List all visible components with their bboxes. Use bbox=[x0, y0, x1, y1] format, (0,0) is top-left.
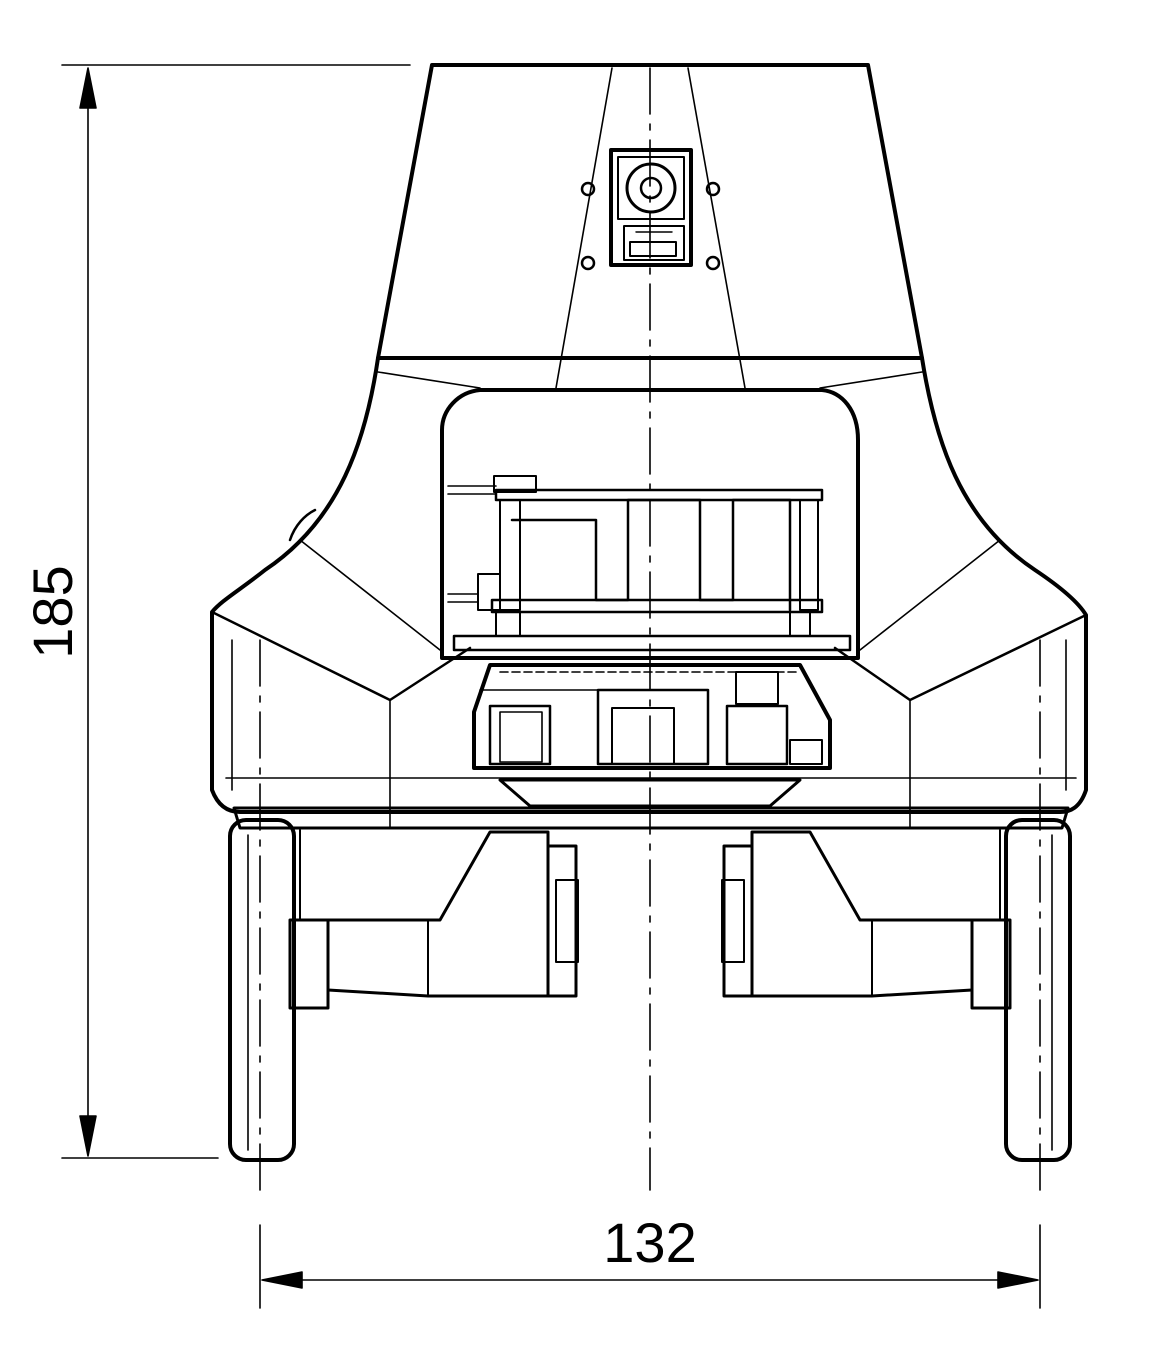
arrowhead-right bbox=[997, 1271, 1039, 1289]
body-facet-left bbox=[210, 610, 472, 702]
screw-hole-top-left bbox=[580, 181, 596, 197]
screw-hole-top-right bbox=[705, 181, 721, 197]
top-pcb bbox=[494, 488, 824, 502]
chip-left-inner bbox=[499, 711, 543, 763]
arrowhead-bottom bbox=[79, 1115, 97, 1157]
body-facet-top-right bbox=[819, 371, 923, 389]
standoff-right bbox=[799, 499, 819, 611]
centerlines bbox=[259, 67, 1041, 1201]
electronics-bay bbox=[440, 388, 860, 660]
left-encoder bbox=[555, 879, 579, 963]
body-crease-right bbox=[859, 539, 1001, 651]
camera-lens-housing bbox=[617, 156, 685, 220]
controller-outline bbox=[472, 663, 832, 770]
head-facet-right bbox=[687, 67, 746, 389]
standoff-left bbox=[499, 499, 521, 611]
top-connector bbox=[493, 475, 537, 493]
width-dimension bbox=[259, 1224, 1041, 1309]
body-crease-left bbox=[299, 539, 441, 651]
width-dimension-label: 132 bbox=[603, 1211, 696, 1274]
camera-connector bbox=[629, 241, 677, 257]
body-outline bbox=[210, 356, 1088, 814]
chip-center bbox=[596, 688, 710, 766]
right-wheel-assembly bbox=[721, 818, 1072, 1162]
connector-top bbox=[735, 671, 779, 705]
camera-lens-inner bbox=[639, 176, 663, 200]
head-facet-left bbox=[555, 67, 613, 389]
camera-module bbox=[609, 148, 693, 267]
arrowhead-left bbox=[261, 1271, 303, 1289]
battery-tray bbox=[498, 778, 802, 808]
chip-left bbox=[488, 704, 552, 766]
left-wheel bbox=[228, 818, 296, 1162]
controller-board bbox=[472, 663, 832, 808]
body-shell bbox=[210, 356, 1088, 830]
body-facet-right bbox=[833, 613, 1088, 702]
camera-board bbox=[623, 225, 685, 261]
right-gearbox bbox=[722, 844, 754, 998]
arrowhead-top bbox=[79, 67, 97, 109]
right-encoder bbox=[721, 879, 745, 963]
left-motor bbox=[326, 830, 550, 998]
side-connector bbox=[477, 573, 501, 611]
height-dimension-label: 185 bbox=[21, 565, 84, 658]
bay-window bbox=[440, 388, 860, 660]
left-wheel-assembly bbox=[228, 818, 579, 1162]
chip-right bbox=[725, 704, 789, 766]
screw-hole-bottom-right bbox=[705, 255, 721, 271]
left-gearbox bbox=[546, 844, 578, 998]
chip-center-inner bbox=[611, 707, 675, 765]
right-motor bbox=[750, 830, 974, 998]
screw-hole-bottom-left bbox=[580, 255, 596, 271]
connector-right bbox=[789, 739, 823, 765]
middle-pcb bbox=[490, 598, 824, 614]
body-bump-left bbox=[288, 508, 317, 542]
base-pcb bbox=[452, 634, 852, 652]
board-components bbox=[510, 498, 792, 612]
camera-lens-outer bbox=[625, 162, 677, 214]
height-dimension bbox=[61, 64, 411, 1159]
body-facet-top-left bbox=[377, 371, 481, 389]
right-wheel bbox=[1004, 818, 1072, 1162]
